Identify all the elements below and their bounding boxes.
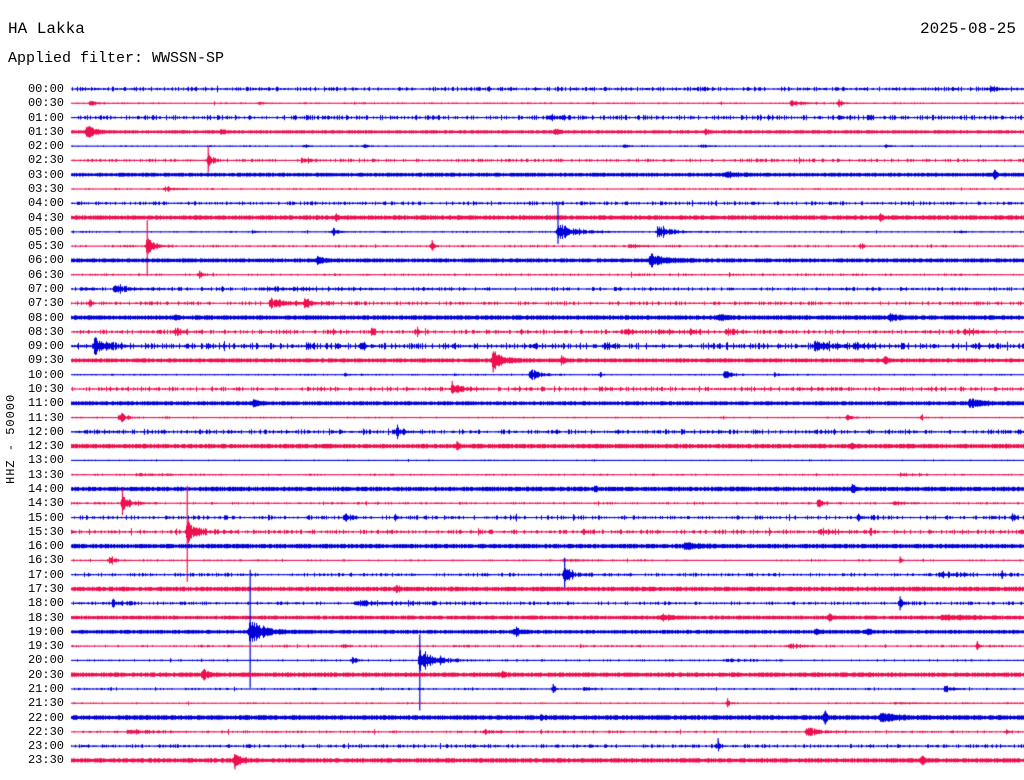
time-label: 07:30 <box>27 296 64 311</box>
time-label: 04:00 <box>27 196 64 211</box>
time-label: 18:30 <box>27 610 64 625</box>
time-label: 13:00 <box>27 453 64 468</box>
time-label: 04:30 <box>27 210 64 225</box>
time-label: 02:30 <box>27 153 64 168</box>
time-label: 11:00 <box>27 396 64 411</box>
time-label: 03:00 <box>27 167 64 182</box>
time-label: 23:00 <box>27 739 64 754</box>
time-label: 05:00 <box>27 224 64 239</box>
time-label: 16:00 <box>27 539 64 554</box>
time-label: 21:00 <box>27 681 64 696</box>
time-label: 10:00 <box>27 367 64 382</box>
plot-date: 2025-08-25 <box>919 20 1016 38</box>
time-label: 05:30 <box>27 239 64 254</box>
time-label: 06:00 <box>27 253 64 268</box>
time-label: 19:30 <box>27 639 64 654</box>
time-label: 13:30 <box>27 467 64 482</box>
time-label: 17:30 <box>27 581 64 596</box>
time-label: 01:30 <box>27 124 64 139</box>
time-label: 14:30 <box>27 496 64 511</box>
time-label: 00:30 <box>27 96 64 111</box>
time-label: 20:30 <box>27 667 64 682</box>
time-label: 23:30 <box>27 753 64 768</box>
time-label: 12:00 <box>27 424 64 439</box>
time-label: 06:30 <box>27 267 64 282</box>
time-label: 22:30 <box>27 724 64 739</box>
time-label: 22:00 <box>27 710 64 725</box>
time-label: 07:00 <box>27 281 64 296</box>
time-label: 14:00 <box>27 481 64 496</box>
time-label: 02:00 <box>27 139 64 154</box>
time-label: 11:30 <box>27 410 64 425</box>
station-title: HA Lakka <box>8 20 85 38</box>
time-label: 20:00 <box>27 653 64 668</box>
time-label: 09:00 <box>27 339 64 354</box>
filter-label: Applied filter: WWSSN-SP <box>8 50 225 67</box>
time-label: 19:00 <box>27 624 64 639</box>
time-label: 15:00 <box>27 510 64 525</box>
time-label: 03:30 <box>27 181 64 196</box>
time-label: 00:00 <box>27 82 64 96</box>
time-label: 16:30 <box>27 553 64 568</box>
time-label: 15:30 <box>27 524 64 539</box>
time-label: 08:00 <box>27 310 64 325</box>
time-label: 09:30 <box>27 353 64 368</box>
time-label: 01:00 <box>27 110 64 125</box>
time-label: 17:00 <box>27 567 64 582</box>
time-label: 10:30 <box>27 381 64 396</box>
time-label: 08:30 <box>27 324 64 339</box>
time-label: 18:00 <box>27 596 64 611</box>
time-label: 21:30 <box>27 696 64 711</box>
time-label: 12:30 <box>27 439 64 454</box>
